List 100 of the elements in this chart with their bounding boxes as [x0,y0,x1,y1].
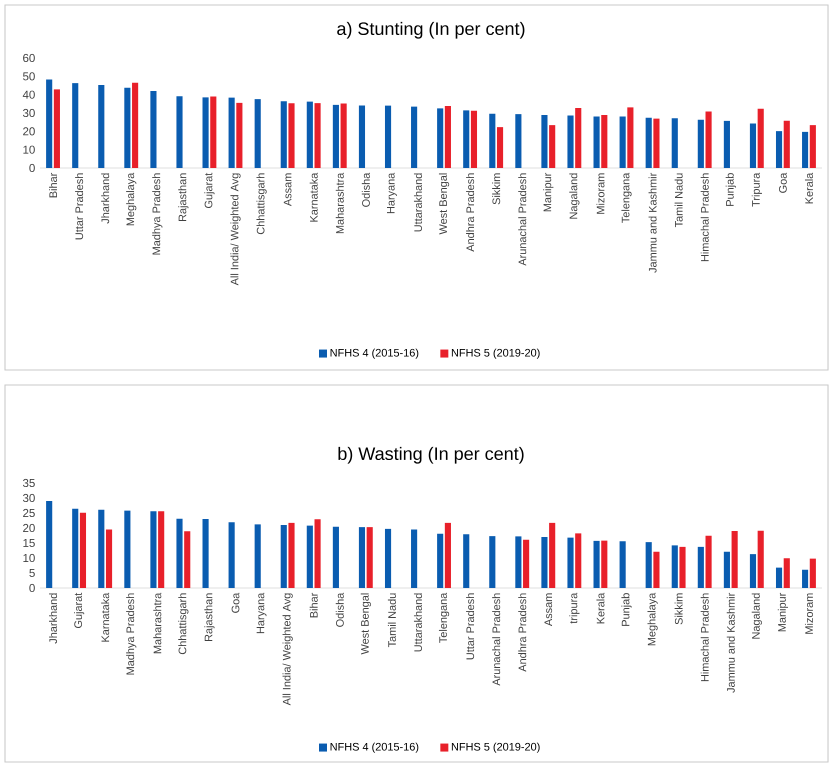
bar [158,511,164,588]
bar [515,114,522,168]
x-tick-label: Goa [779,172,787,193]
bar [470,110,478,168]
bar [653,552,660,588]
legend-label: NFHS 4 (2015-16) [330,348,418,359]
bar [280,525,287,588]
bar [724,552,730,588]
bar [306,102,313,168]
bar [784,558,790,588]
bar [358,105,366,168]
bar [202,518,209,588]
bar [332,104,339,168]
x-tick-label: Haryana [256,592,266,634]
bar [698,546,704,588]
bar [80,512,86,588]
x-tick-label: Odisha [336,592,344,627]
x-tick-label: Nagaland [752,593,762,639]
bar [567,116,574,168]
y-tick-label: 20 [23,524,35,532]
bar [210,96,216,168]
x-tick-label: All India/ Weighted Avg [230,173,241,286]
x-tick-label: Himachal Pradesh [700,173,709,262]
chart-title: b) Wasting (In per cent) [338,446,524,464]
bar [236,102,242,168]
bar [98,84,104,168]
bar [384,528,392,588]
bar [672,118,678,168]
x-tick-label: Punjab [726,173,736,206]
bar [184,531,190,588]
bar [411,529,418,588]
bar [549,522,556,588]
x-tick-label: Assam [284,173,292,206]
bar [254,99,261,168]
bar [802,570,808,588]
bar [594,116,600,168]
x-tick-label: Andhra Pradesh [466,173,474,252]
bar [176,96,183,168]
bar [437,534,444,588]
bar [523,540,530,588]
x-tick-label: Karnataka [101,592,110,642]
x-tick-label: Sikkim [674,593,683,624]
x-tick-label: Madhya Pradesh [152,173,162,254]
bar [72,508,78,588]
bar [724,120,730,168]
bar [784,120,790,168]
x-tick-label: Tripura [752,172,762,207]
y-tick-label: 35 [22,478,35,488]
bar [706,536,712,588]
x-tick-label: Himachal Pradesh [700,593,709,682]
bar [358,527,366,588]
bar [672,545,678,588]
x-tick-label: Madhya Pradesh [126,593,136,674]
x-tick-label: Tamil Nadu [388,593,396,648]
bar [575,533,582,588]
bar [750,554,756,588]
bar [288,522,295,588]
bar [620,116,626,168]
y-tick-label: 30 [22,494,35,502]
bar [228,98,235,168]
x-tick-label: West Bengal [360,593,371,654]
bar [653,118,660,168]
x-tick-label: Karnataka [310,172,318,222]
x-tick-label: Uttar Pradesh [75,173,84,240]
bar [706,112,712,168]
y-tick-label: 10 [23,146,35,154]
bar [332,526,339,588]
x-tick-label: Goa [232,592,240,613]
bar [776,131,782,168]
x-tick-label: Chhattisgarh [178,593,188,654]
x-tick-label: Gujarat [74,592,84,628]
x-tick-label: Uttar Pradesh [466,593,474,660]
x-tick-label: West Bengal [438,173,450,234]
bar [124,510,130,588]
bar [541,115,548,168]
bar [98,510,104,588]
bar [306,526,313,588]
bar [732,530,738,588]
bar [46,501,52,588]
x-tick-label: Meghalaya [647,592,658,646]
x-tick-label: Kerala [596,592,604,624]
y-tick-label: 60 [23,54,35,62]
bar [254,524,261,588]
bar [280,101,287,168]
x-tick-label: Arunachal Pradesh [492,593,500,686]
x-tick-label: All India/ Weighted Avg [282,593,293,706]
bar [150,90,156,168]
bar [627,107,634,168]
legend-label: NFHS 5 (2019-20) [452,348,540,359]
bar [601,115,608,168]
y-tick-label: 50 [22,72,35,80]
bar [444,106,451,168]
bar [515,536,522,588]
x-tick-label: Arunachal Pradesh [518,173,526,266]
bar [202,97,209,168]
y-tick-label: 40 [22,90,35,99]
x-tick-label: Sikkim [492,173,500,204]
x-tick-label: Tamil Nadu [674,173,683,228]
bar [750,123,756,168]
bar [549,125,556,168]
